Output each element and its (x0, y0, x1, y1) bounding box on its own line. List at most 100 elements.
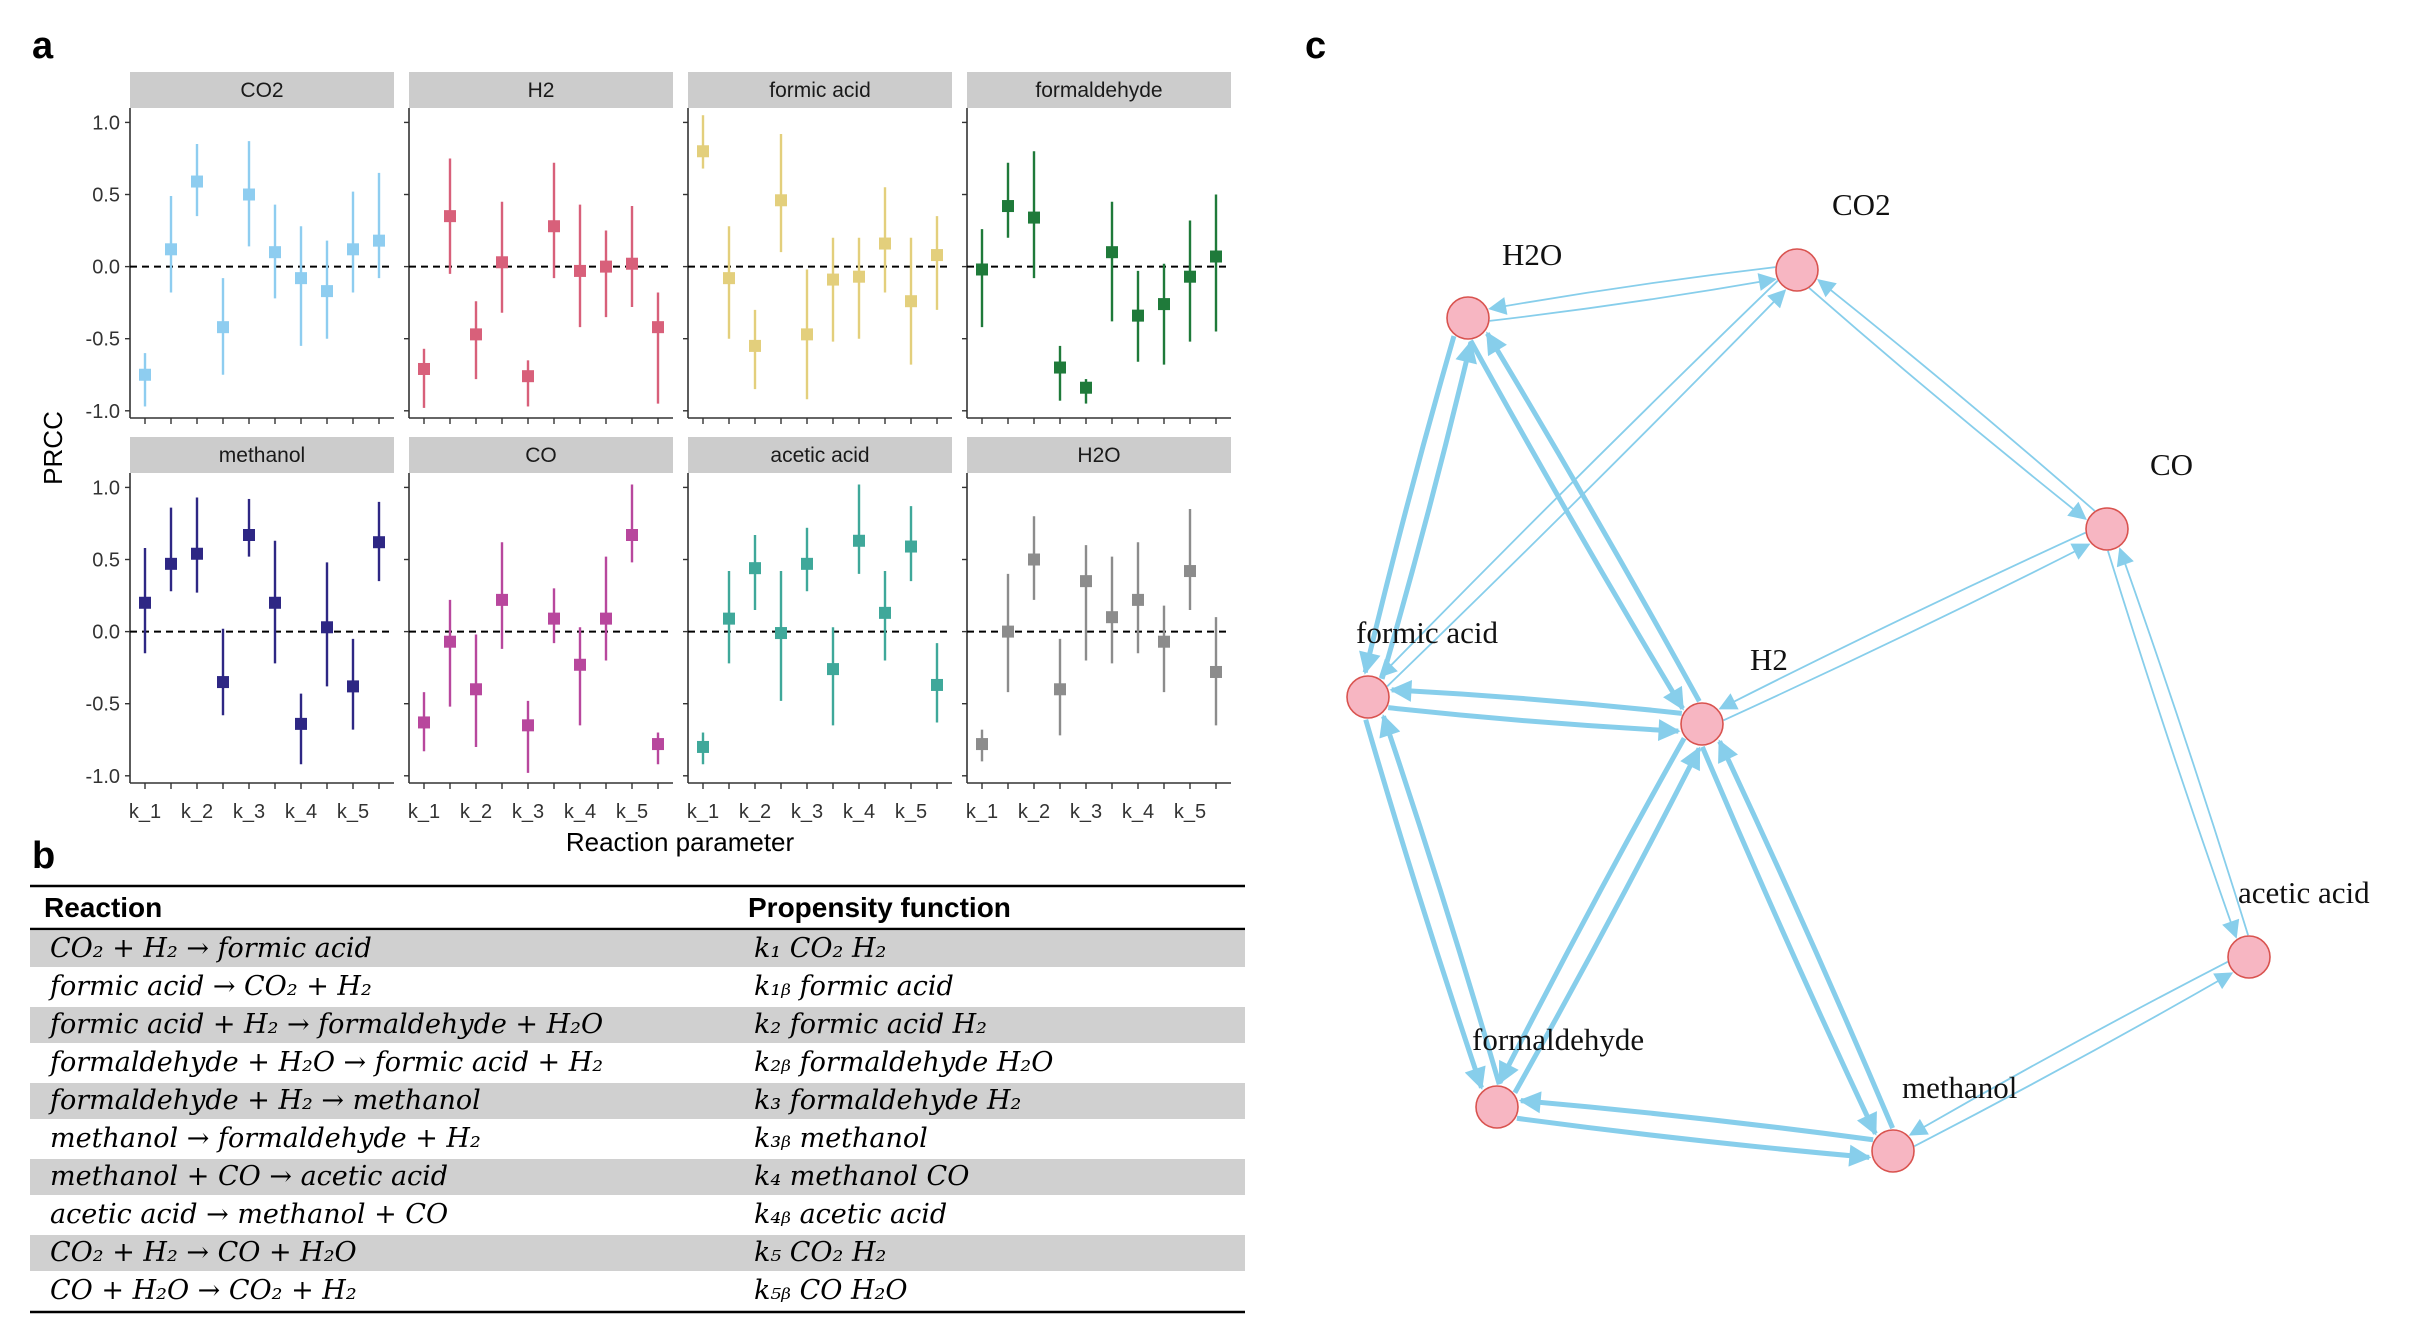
data-point (1184, 565, 1196, 578)
data-point (1080, 575, 1092, 588)
edge-co2-to-formic-acid (1378, 279, 1779, 678)
reaction-table: Reaction Propensity function CO₂ + H₂ → fo… (30, 884, 1245, 1314)
propensity-cell: k₁ CO₂ H₂ (754, 933, 886, 964)
y-tick-label: 0.0 (92, 622, 120, 644)
table-row-band (30, 1083, 1245, 1119)
y-tick-label: 1.0 (92, 112, 120, 134)
node-methanol: methanol (1871, 1070, 2017, 1173)
table-row: CO₂ + H₂ → formic acid k₁ CO₂ H₂ (30, 931, 1245, 967)
data-point (1132, 309, 1144, 322)
data-point (652, 738, 664, 751)
data-point (139, 596, 151, 609)
node-formaldehyde: formaldehyde (1472, 1022, 1644, 1129)
data-point (1028, 211, 1040, 224)
data-point (470, 683, 482, 696)
data-point (1158, 635, 1170, 648)
node-co2: CO2 (1775, 187, 1891, 292)
data-point (1080, 381, 1092, 394)
node-label: CO2 (1832, 187, 1891, 222)
propensity-cell: k₂ᵦ formaldehyde H₂O (754, 1047, 1053, 1078)
reaction-cell: CO₂ + H₂ → formic acid (50, 933, 372, 964)
edge-h2o-to-formic-acid (1359, 335, 1457, 675)
data-point (905, 295, 917, 308)
y-tick-label: 1.0 (92, 477, 120, 499)
facet-strip-label: acetic acid (770, 444, 869, 467)
node-label: formic acid (1356, 615, 1499, 650)
network-nodes: H2O CO2 CO formic acid H2 acetic acid formalde… (1346, 187, 2370, 1173)
edge-formic-acid-to-co2 (1386, 289, 1787, 688)
reaction-cell: formaldehyde + H₂O → formic acid + H₂ (48, 1047, 603, 1078)
data-point (697, 740, 709, 753)
facet-strip (688, 72, 952, 108)
reaction-cell: formaldehyde + H₂ → methanol (48, 1085, 481, 1116)
x-tick-label: k_2 (1018, 801, 1050, 823)
data-point (522, 719, 534, 732)
node-circle (1346, 675, 1390, 719)
edge-h2-to-co (1723, 543, 2091, 722)
data-point (139, 368, 151, 381)
data-point (470, 328, 482, 341)
propensity-cell: k₄ᵦ acetic acid (754, 1199, 947, 1230)
edge-formic-acid-to-formaldehyde (1363, 719, 1486, 1090)
data-point (853, 534, 865, 547)
panel-label-b: b (32, 835, 55, 877)
node-circle (1475, 1085, 1519, 1129)
node-circle (2085, 507, 2129, 551)
facet-strip (130, 437, 394, 473)
data-point (496, 593, 508, 606)
y-tick-label: 0.0 (92, 257, 120, 279)
facet-strip (967, 437, 1231, 473)
edge-acetic-acid-to-co (2116, 547, 2249, 936)
node-acetic-acid: acetic acid (2227, 875, 2370, 979)
data-point (191, 547, 203, 560)
reaction-cell: CO₂ + H₂ → CO + H₂O (50, 1237, 357, 1268)
table-row: CO₂ + H₂ → CO + H₂O k₅ CO₂ H₂ (30, 1235, 1245, 1271)
edge-h2-to-formic-acid (1389, 679, 1683, 716)
data-point (652, 321, 664, 334)
data-point (600, 612, 612, 625)
table-header-reaction: Reaction (44, 892, 162, 923)
table-row: CO + H₂O → CO₂ + H₂ k₅ᵦ CO H₂O (50, 1275, 907, 1306)
reaction-cell: acetic acid → methanol + CO (50, 1199, 448, 1230)
x-tick-label: k_5 (895, 801, 927, 823)
data-point (1132, 593, 1144, 606)
x-tick-label: k_1 (966, 801, 998, 823)
data-point (879, 237, 891, 250)
propensity-cell: k₅ CO₂ H₂ (754, 1237, 886, 1268)
data-point (496, 256, 508, 269)
node-circle (1775, 248, 1819, 292)
data-point (1184, 270, 1196, 283)
table-row: formaldehyde + H₂O → formic acid + H₂ k₂ᵦ… (48, 1047, 1053, 1078)
facet-co2: CO2 1.0 0.5 0.0 -0.5 -1.0 (86, 72, 394, 424)
facet-strip-label: CO2 (240, 79, 283, 102)
panel-label-a: a (32, 25, 54, 67)
x-tick-label: k_5 (616, 801, 648, 823)
data-point (1054, 683, 1066, 696)
data-point (879, 606, 891, 619)
node-label: methanol (1902, 1070, 2017, 1105)
edge-formic-acid-to-h2o (1379, 340, 1477, 680)
node-label: acetic acid (2238, 875, 2370, 910)
facet-strip-label: formic acid (769, 79, 871, 102)
data-point (243, 529, 255, 541)
data-point (749, 562, 761, 575)
y-tick-label: 0.5 (92, 185, 120, 207)
data-point (295, 272, 307, 285)
propensity-cell: k₄ methanol CO (754, 1161, 969, 1192)
node-label: formaldehyde (1472, 1022, 1644, 1057)
data-point (1210, 665, 1222, 678)
data-point (243, 188, 255, 201)
data-point (418, 716, 430, 729)
edge-co-to-acetic-acid (2107, 550, 2240, 939)
node-label: CO (2150, 447, 2193, 482)
data-point (574, 264, 586, 277)
edge-methanol-to-acetic-acid (1913, 972, 2234, 1148)
data-point (373, 234, 385, 247)
edge-h2-to-methanol (1700, 745, 1878, 1136)
propensity-cell: k₃ formaldehyde H₂ (754, 1085, 1021, 1116)
data-point (295, 717, 307, 730)
data-point (931, 678, 943, 691)
x-tick-label: k_1 (408, 801, 440, 823)
x-tick-label: k_3 (791, 801, 823, 823)
